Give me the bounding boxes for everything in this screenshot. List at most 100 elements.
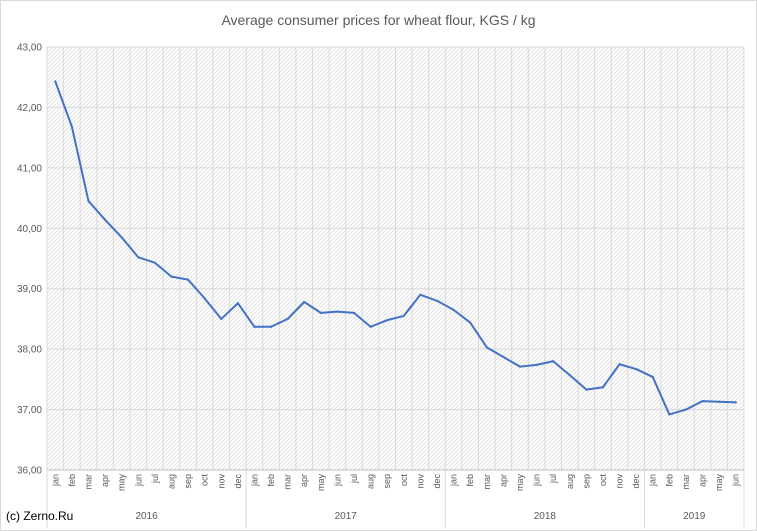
x-tick-label: dec <box>233 474 243 489</box>
x-tick-label: jun <box>332 474 342 487</box>
data-point <box>402 314 405 318</box>
data-point <box>203 297 206 300</box>
x-tick-label: jun <box>133 474 143 487</box>
y-tick-label: 39,00 <box>17 284 42 295</box>
x-tick-label: may <box>117 474 127 492</box>
year-label: 2019 <box>683 511 706 522</box>
x-tick-label: jan <box>648 474 658 487</box>
x-tick-label: oct <box>598 474 608 487</box>
x-tick-label: may <box>316 474 326 492</box>
x-tick-label: jan <box>249 474 259 487</box>
data-point <box>170 275 173 278</box>
data-point <box>552 360 555 363</box>
x-tick-label: jul <box>548 474 558 484</box>
x-tick-label: jul <box>349 474 359 484</box>
data-point <box>718 400 721 403</box>
x-tick-label: feb <box>465 474 475 487</box>
y-tick-label: 37,00 <box>17 405 42 416</box>
y-axis: 36,00 37,00 38,00 39,00 40,00 41,00 42,00 43,00 <box>17 43 42 477</box>
data-point <box>286 317 289 321</box>
x-tick-label: aug <box>366 474 376 489</box>
data-point <box>651 375 654 379</box>
x-tick-label: dec <box>432 474 442 489</box>
x-tick-label: apr <box>299 474 309 487</box>
data-point <box>137 256 140 259</box>
data-point <box>386 319 389 322</box>
data-point <box>601 386 605 389</box>
data-point <box>435 299 439 302</box>
data-point <box>103 218 107 221</box>
data-point <box>535 363 538 366</box>
data-point <box>120 236 123 239</box>
data-point <box>303 300 306 304</box>
x-tick-label: feb <box>266 474 276 487</box>
data-point <box>585 388 588 391</box>
x-tick-label: feb <box>67 474 77 487</box>
data-point <box>153 261 156 264</box>
data-point <box>87 199 90 203</box>
data-point <box>635 367 638 371</box>
x-tick-label: oct <box>200 474 210 487</box>
y-tick-label: 38,00 <box>17 345 42 356</box>
data-point <box>419 293 422 296</box>
data-point <box>54 80 57 83</box>
data-point <box>319 311 322 314</box>
x-tick-label: mar <box>482 474 492 490</box>
series-layer <box>54 80 737 416</box>
x-tick-label: apr <box>498 474 508 487</box>
y-tick-label: 42,00 <box>17 103 42 114</box>
copyright-credit: (c) Zerno.Ru <box>6 509 74 523</box>
x-tick-label: jun <box>731 474 741 487</box>
data-point <box>352 311 356 314</box>
x-tick-label: aug <box>565 474 575 489</box>
x-tick-label: mar <box>681 474 691 490</box>
year-label: 2018 <box>534 511 557 522</box>
data-point <box>236 302 239 305</box>
x-tick-label: oct <box>399 474 409 487</box>
x-tick-label: sep <box>382 474 392 489</box>
x-tick-label: jan <box>449 474 459 487</box>
x-tick-label: nov <box>216 474 226 489</box>
data-point <box>369 325 372 328</box>
x-tick-label: mar <box>283 474 293 490</box>
data-point <box>336 310 339 313</box>
data-point <box>668 413 671 416</box>
x-tick-label: nov <box>415 474 425 489</box>
data-point <box>469 321 472 324</box>
x-tick-label: sep <box>581 474 591 489</box>
data-point <box>485 346 488 349</box>
x-tick-label: dec <box>631 474 641 489</box>
year-label: 2016 <box>135 511 158 522</box>
data-point <box>734 401 737 404</box>
year-label: 2017 <box>335 511 358 522</box>
x-tick-label: aug <box>166 474 176 489</box>
x-tick-label: nov <box>615 474 625 489</box>
data-point <box>220 317 223 321</box>
data-point <box>452 308 455 311</box>
x-tick-label: jun <box>532 474 542 487</box>
data-point <box>502 355 505 359</box>
chart-title: Average consumer prices for wheat flour,… <box>221 12 536 28</box>
y-tick-label: 40,00 <box>17 224 42 235</box>
gridlines <box>46 46 745 471</box>
data-point <box>253 325 256 328</box>
data-point <box>269 325 273 328</box>
x-axis: jan feb mar apr may jun jul aug sep oct nov dec jan f… <box>46 469 745 528</box>
x-tick-label: feb <box>664 474 674 487</box>
data-point <box>70 125 73 128</box>
x-tick-label: jan <box>50 474 60 487</box>
x-tick-label: may <box>714 474 724 492</box>
data-point <box>618 363 621 366</box>
data-point <box>518 365 522 368</box>
data-point <box>186 278 190 281</box>
series-line <box>54 80 737 416</box>
y-tick-label: 41,00 <box>17 163 42 174</box>
x-tick-label: may <box>515 474 525 492</box>
x-tick-label: sep <box>183 474 193 489</box>
y-tick-label: 43,00 <box>17 43 42 54</box>
y-tick-label: 36,00 <box>17 466 42 477</box>
x-tick-label: mar <box>83 474 93 490</box>
data-point <box>701 400 704 403</box>
x-tick-label: apr <box>100 474 110 487</box>
